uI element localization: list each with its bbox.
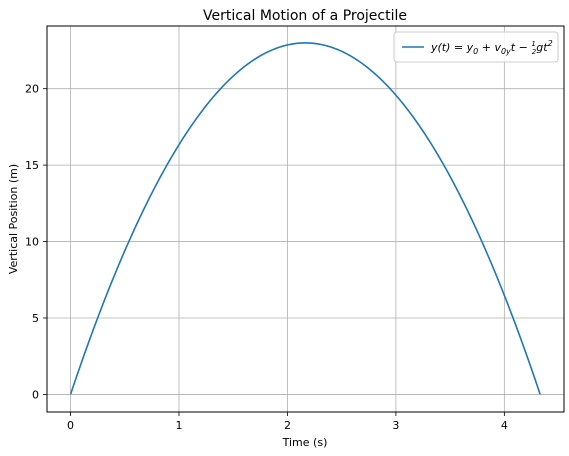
x-tick-label: 0 <box>67 419 74 432</box>
series-layer <box>69 42 541 395</box>
legend-label: y(t) = y0 + v0yt − 1 2gt2 <box>430 39 553 56</box>
y-tick-label: 20 <box>25 83 39 96</box>
y-tick-label: 0 <box>32 388 39 401</box>
grid-lines <box>47 26 564 412</box>
x-axis-label: Time (s) <box>282 436 328 449</box>
series-line-0 <box>69 42 541 395</box>
x-tick-label: 1 <box>175 419 182 432</box>
x-tick-label: 4 <box>501 419 508 432</box>
y-axis-label: Vertical Position (m) <box>7 164 20 274</box>
x-tick-label: 2 <box>284 419 291 432</box>
y-ticks: 0 5 10 15 20 <box>25 83 47 401</box>
y-tick-label: 15 <box>25 159 39 172</box>
x-tick-label: 3 <box>392 419 399 432</box>
axes-frame <box>46 25 565 413</box>
chart-title: Vertical Motion of a Projectile <box>203 8 407 24</box>
legend: y(t) = y0 + v0yt − 1 2gt2 <box>393 31 559 63</box>
legend-box <box>393 31 559 63</box>
x-ticks: 0 1 2 3 4 <box>67 412 508 432</box>
y-tick-label: 5 <box>32 312 39 325</box>
y-tick-label: 10 <box>25 236 39 249</box>
